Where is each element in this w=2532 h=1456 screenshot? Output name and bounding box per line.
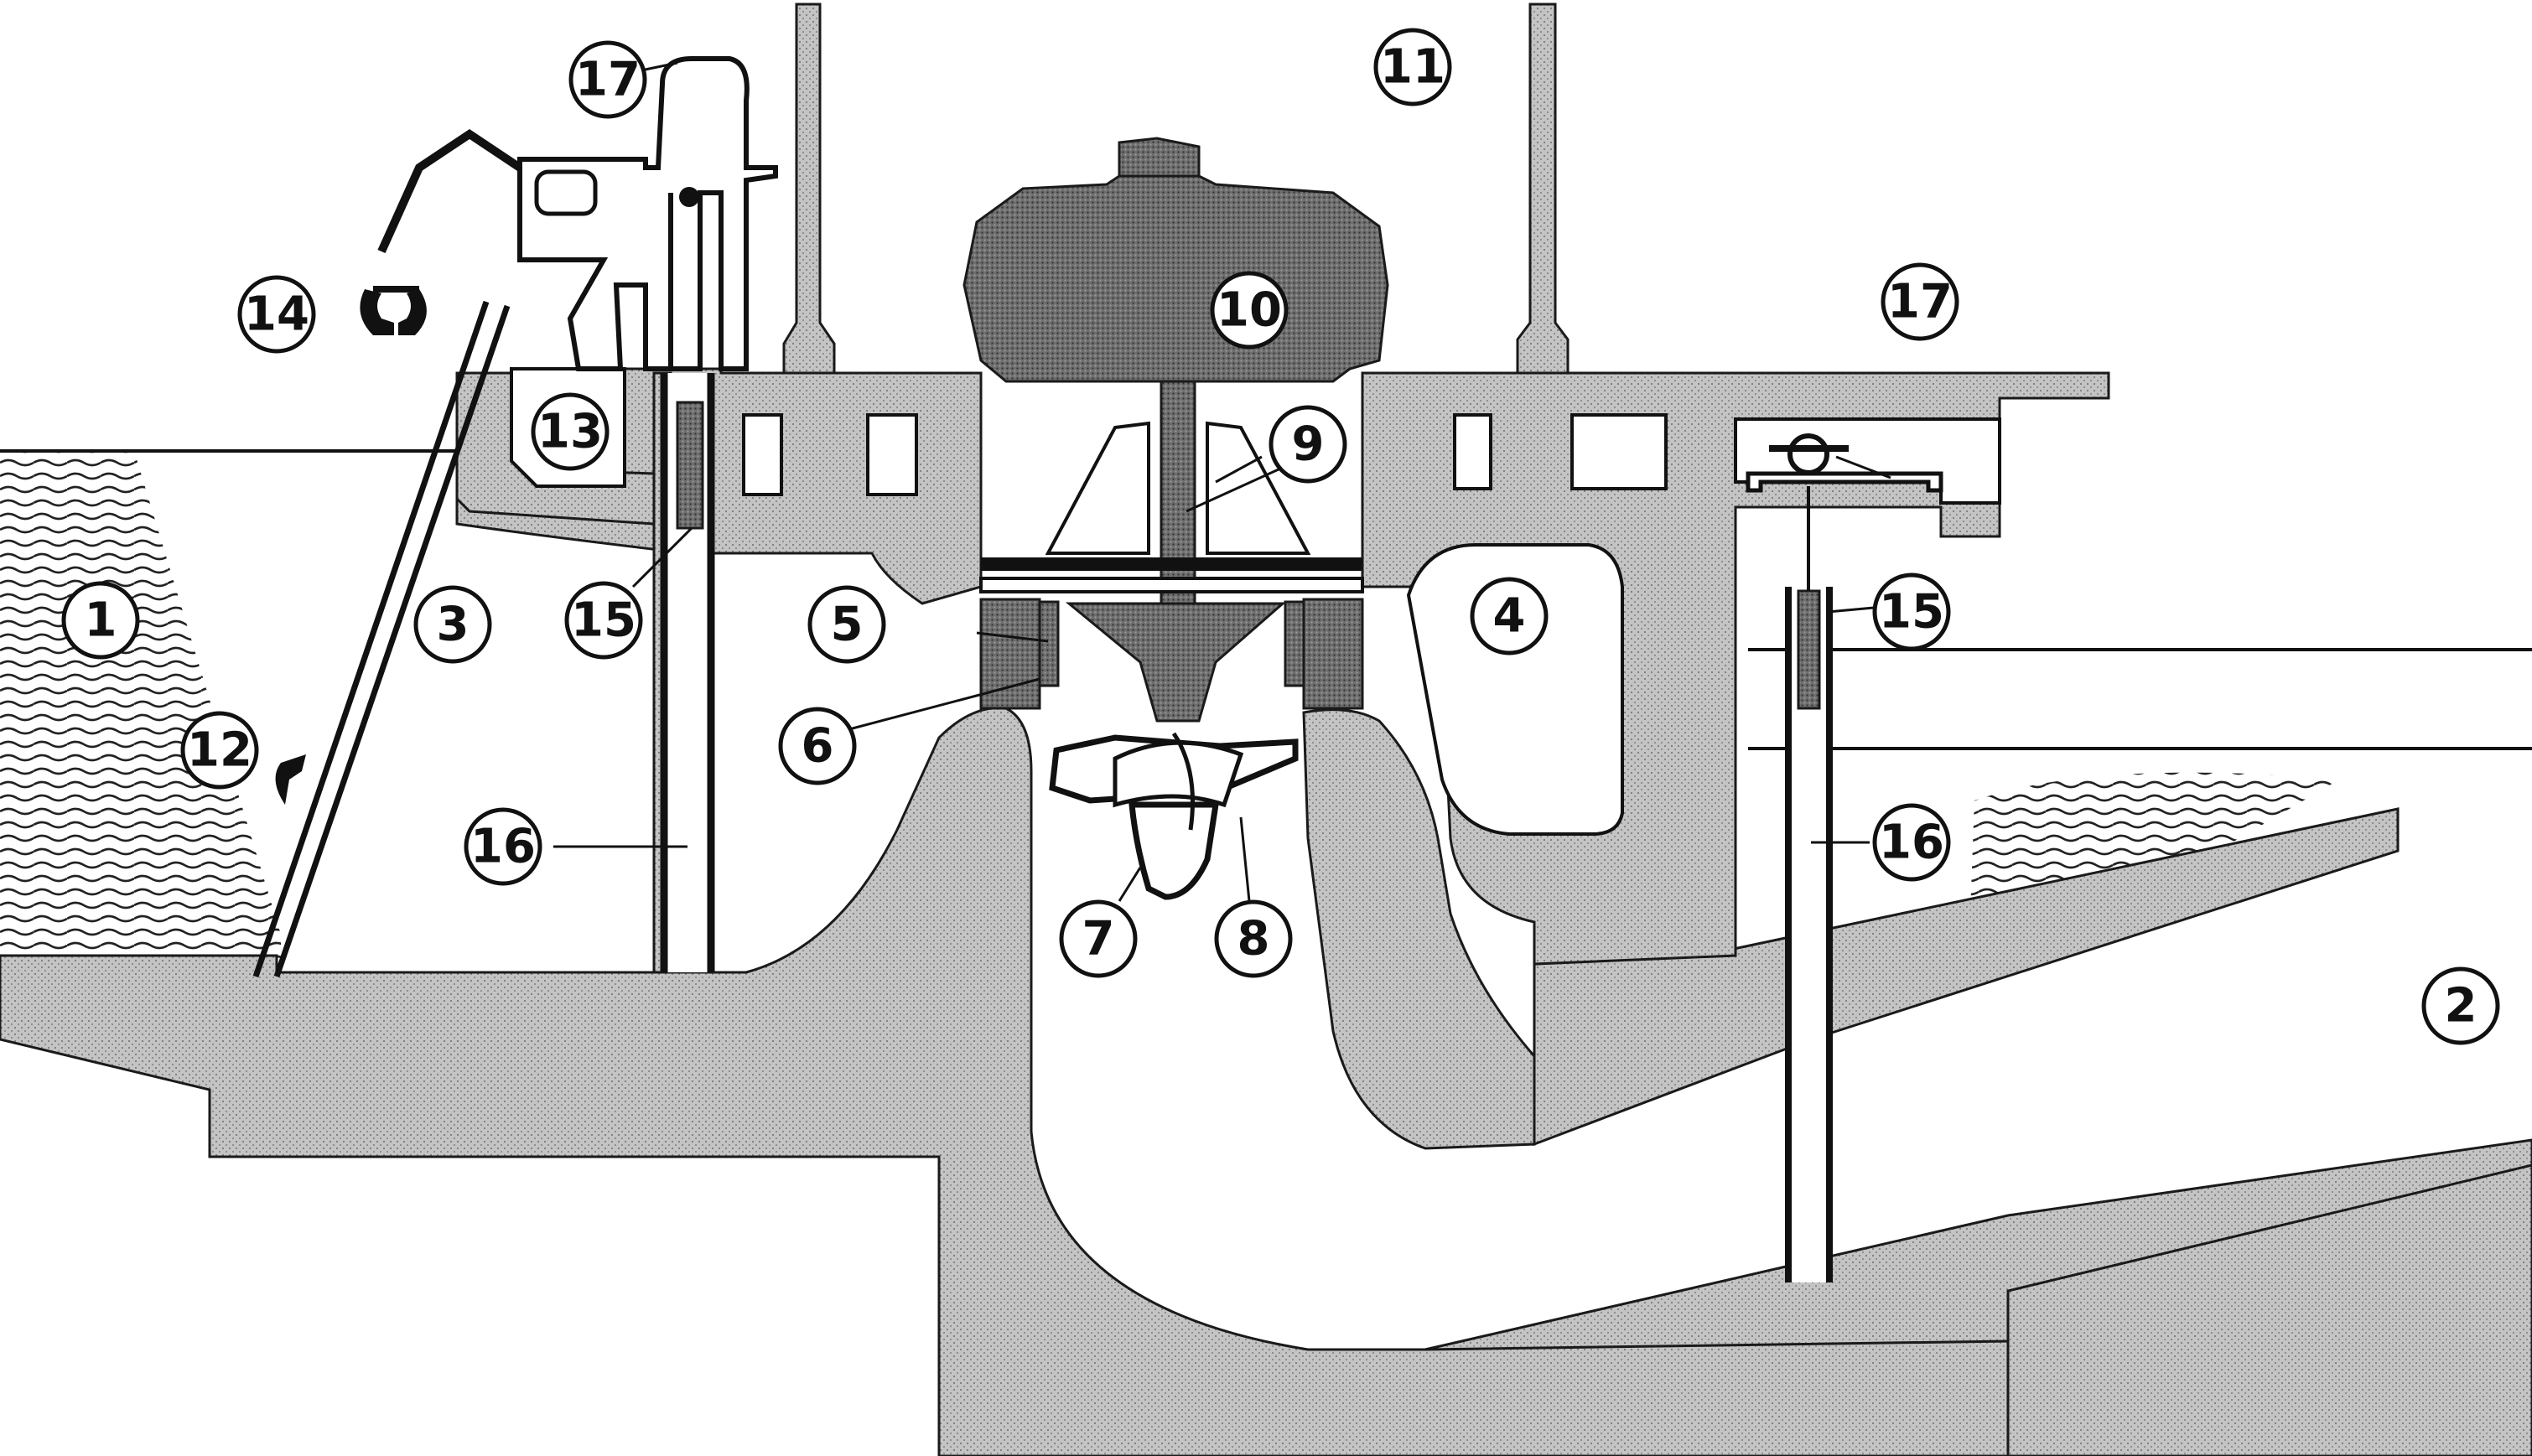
callout-7: 7 [1059,899,1138,978]
callout-1-label: 1 [85,593,117,648]
callout-10-label: 10 [1217,283,1282,338]
callout-16-downstream: 16 [1872,803,1951,882]
intake-gate-leaf [676,401,704,530]
generator [962,137,1389,383]
callout-2: 2 [2421,966,2500,1045]
draft-tube-gate [1746,433,1943,1282]
superstructure-wall-right [1516,3,1570,375]
leader-lines [553,61,1891,902]
callout-15-downstream: 15 [1872,573,1951,651]
callout-14: 14 [237,275,316,354]
runner-hub-cone [1129,801,1220,900]
window-right-2 [1570,413,1668,490]
draft-tube-gate-leaf [1797,589,1821,710]
rack-cleaner-rake [275,754,306,805]
callout-14-label: 14 [244,288,309,342]
crane-cab-window [534,169,598,216]
callout-17-downstream: 17 [1881,262,1959,341]
callout-3-label: 3 [437,598,470,652]
turbine-shaft-assembly [979,380,1364,723]
callout-9-label: 9 [1292,417,1325,472]
outlet-floor [1424,1138,2532,1351]
callout-17-downstream-label: 17 [1887,275,1953,329]
callout-16-downstream-label: 16 [1879,816,1944,870]
callout-1: 1 [61,581,140,660]
callout-17-upstream: 17 [568,40,647,119]
draft-tube-right-wall [1302,708,1536,1150]
callout-5-label: 5 [831,598,864,652]
callout-8-label: 8 [1237,912,1270,966]
callout-6: 6 [778,707,857,785]
wicket-gate-left [979,598,1041,710]
window-right-1 [1453,413,1492,490]
wicket-gate-right [1302,598,1364,710]
trash-rack-bar-1 [252,300,490,978]
superstructure-wall-left [782,3,836,375]
callout-13: 13 [531,392,610,471]
callout-11: 11 [1373,28,1452,106]
kaplan-runner [1049,732,1299,900]
window-left-2 [866,413,918,496]
callout-10: 10 [1210,271,1289,350]
callout-12-label: 12 [187,723,252,778]
callout-11-label: 11 [1380,40,1445,95]
callout-12: 12 [180,711,259,790]
callout-16-upstream: 16 [464,807,542,886]
machine-hall-cavity [1406,543,1624,836]
callout-5: 5 [807,585,886,664]
callout-2-label: 2 [2445,979,2478,1034]
callout-7-label: 7 [1082,912,1115,966]
callout-15-upstream-label: 15 [571,593,636,648]
window-left-1 [742,413,783,496]
callout-6-label: 6 [802,719,834,774]
callout-3: 3 [413,585,492,664]
callout-4-label: 4 [1493,589,1526,644]
callout-4: 4 [1470,577,1549,655]
callout-13-label: 13 [537,405,603,459]
callout-9: 9 [1269,405,1347,484]
intake-gantry-crane [275,56,778,805]
cleaner-arm [377,128,522,254]
trash-rack-bar-2 [273,304,511,978]
headwater-reservoir [0,449,495,997]
callout-17-upstream-label: 17 [575,53,641,107]
callout-16-upstream-label: 16 [470,820,536,874]
callout-15-downstream-label: 15 [1879,585,1944,640]
callout-8: 8 [1214,899,1293,978]
intake-gate-shaft [660,373,715,972]
cleaner-grab [360,289,394,335]
callout-15-upstream: 15 [564,581,643,660]
